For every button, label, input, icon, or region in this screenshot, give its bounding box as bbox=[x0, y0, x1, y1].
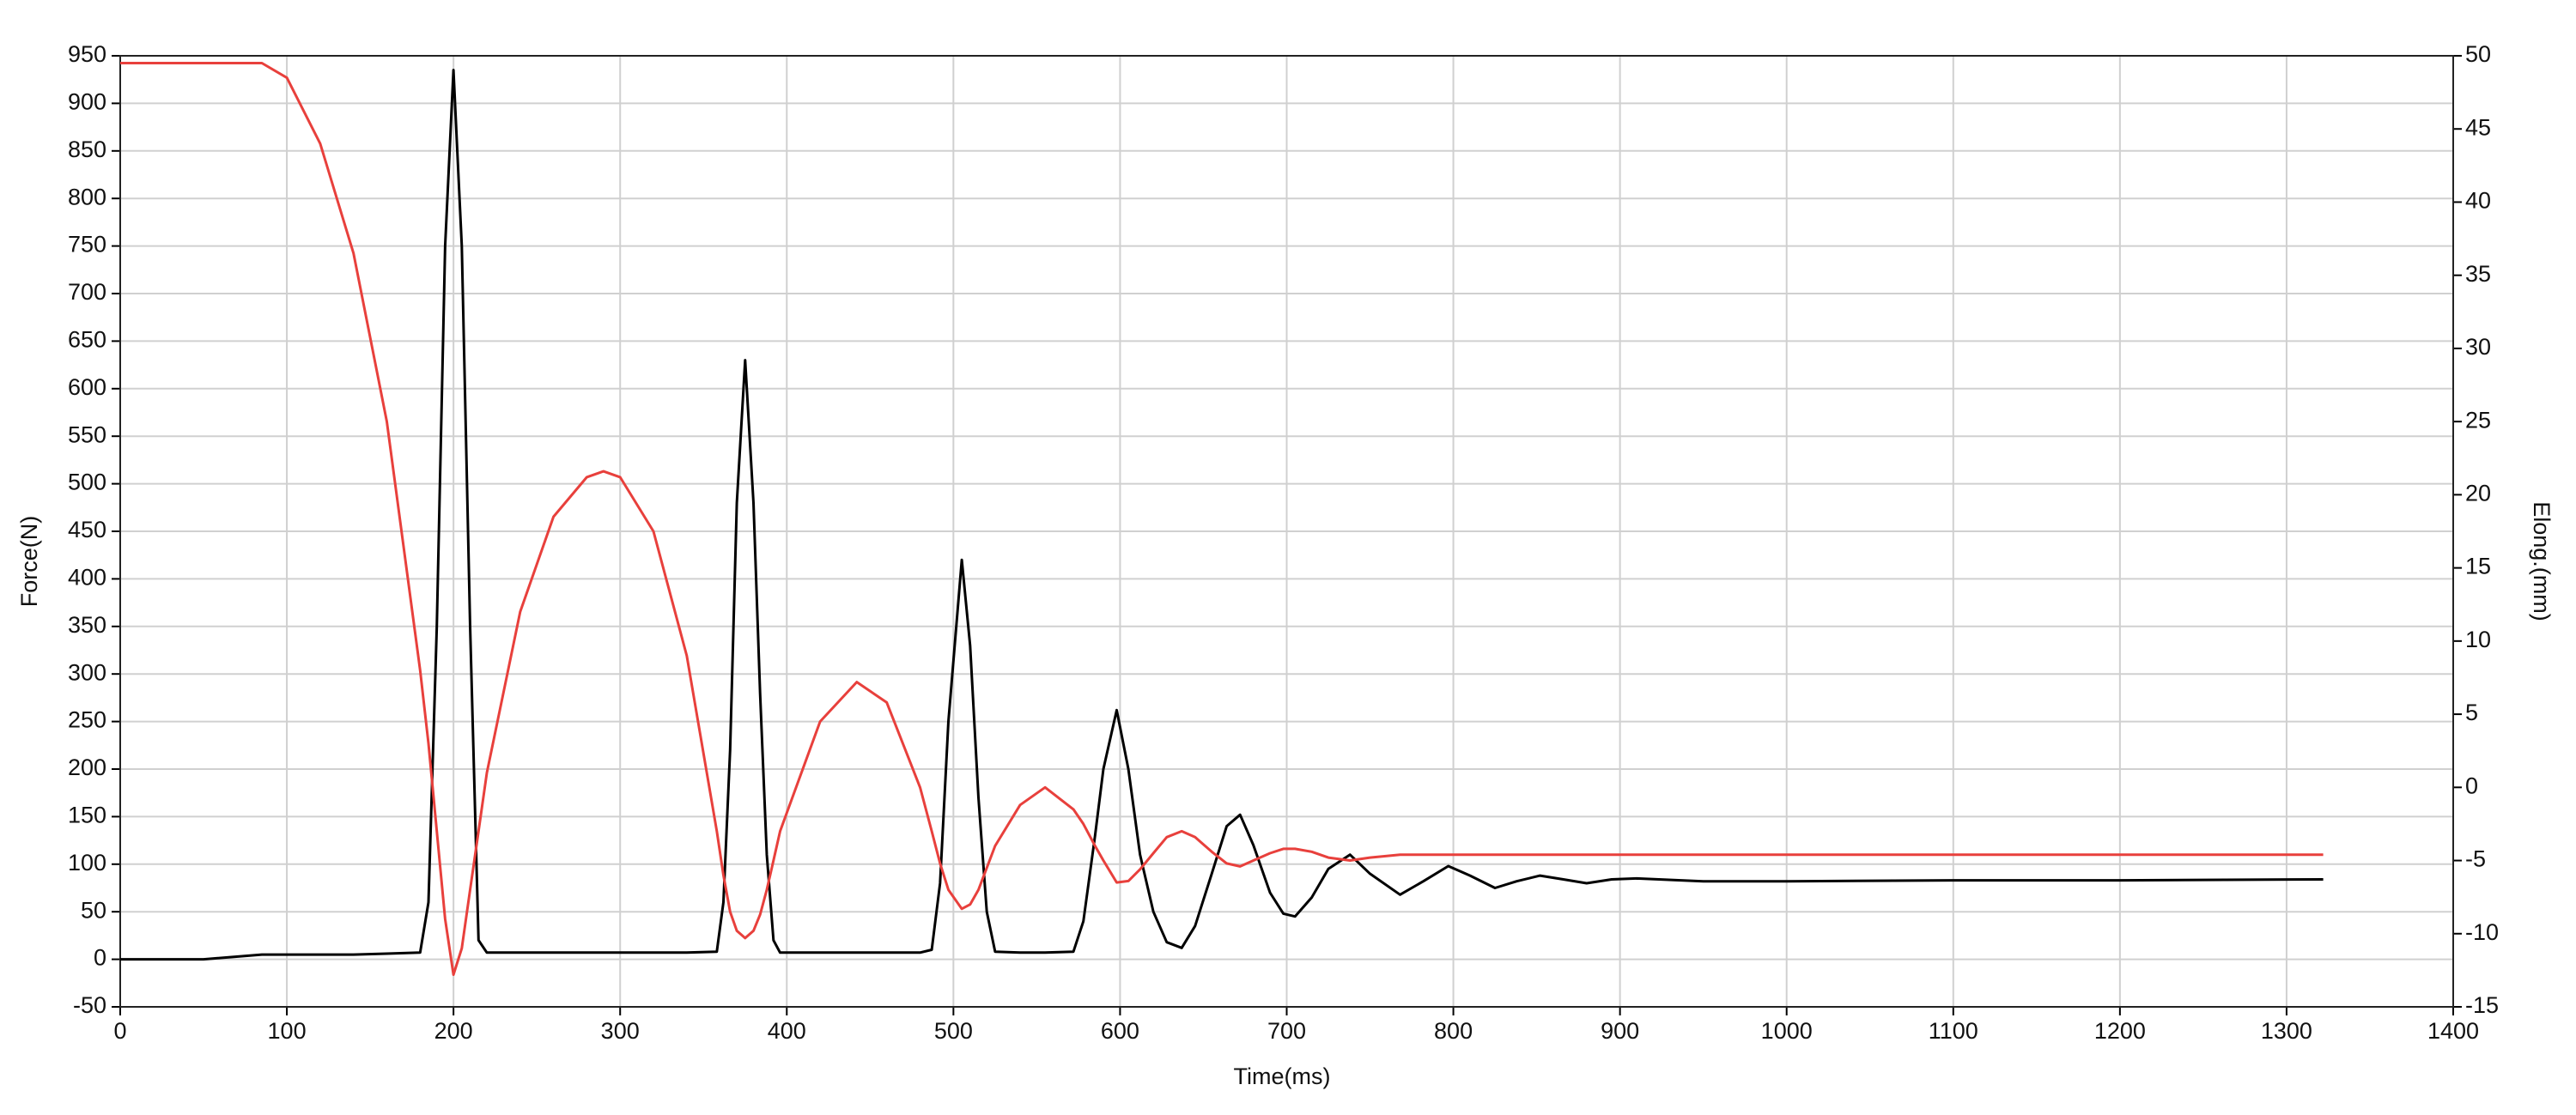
y-tick-label: 450 bbox=[68, 517, 106, 542]
y2-tick-label: 50 bbox=[2465, 41, 2491, 67]
x-tick-label: 1200 bbox=[2094, 1018, 2146, 1044]
x-tick-label: 300 bbox=[601, 1018, 640, 1044]
y-tick-label: 750 bbox=[68, 232, 106, 258]
y2-tick-label: 35 bbox=[2465, 261, 2491, 287]
x-tick-label: 200 bbox=[434, 1018, 473, 1044]
y2-tick-label: 30 bbox=[2465, 334, 2491, 360]
y-tick-label: 550 bbox=[68, 421, 106, 447]
y-axis-title: Force(N) bbox=[16, 516, 42, 608]
y-tick-label: 350 bbox=[68, 612, 106, 638]
x-tick-label: 900 bbox=[1601, 1018, 1639, 1044]
y-tick-label: 650 bbox=[68, 327, 106, 353]
data-line bbox=[120, 62, 2324, 976]
y2-tick-label: 5 bbox=[2465, 700, 2478, 725]
y-tick-label: 950 bbox=[68, 41, 106, 67]
y-tick-label: 400 bbox=[68, 565, 106, 591]
y2-tick-label: 15 bbox=[2465, 554, 2491, 579]
y2-tick-label: 10 bbox=[2465, 627, 2491, 652]
y-tick-label: 700 bbox=[68, 279, 106, 305]
x-tick-label: 800 bbox=[1434, 1018, 1473, 1044]
x-tick-label: 1300 bbox=[2261, 1018, 2312, 1044]
x-tick-label: 1100 bbox=[1929, 1018, 1978, 1044]
y-tick-label: 800 bbox=[68, 184, 106, 209]
x-tick-label: 0 bbox=[113, 1018, 126, 1044]
y2-tick-label: 25 bbox=[2465, 407, 2491, 433]
y-tick-label: 50 bbox=[81, 897, 106, 923]
x-tick-label: 1400 bbox=[2427, 1018, 2479, 1044]
y-tick-label: 250 bbox=[68, 707, 106, 733]
y2-tick-label: 40 bbox=[2465, 188, 2491, 214]
x-tick-label: 500 bbox=[934, 1018, 973, 1044]
y-tick-label: 300 bbox=[68, 659, 106, 685]
y2-tick-label: -10 bbox=[2465, 919, 2499, 945]
y-tick-label: 900 bbox=[68, 89, 106, 115]
y-tick-label: 600 bbox=[68, 374, 106, 400]
y-tick-label: 0 bbox=[94, 945, 106, 971]
x-tick-label: 100 bbox=[268, 1018, 307, 1044]
x-tick-label: 400 bbox=[768, 1018, 806, 1044]
y2-axis-title: Elong.(mm) bbox=[2529, 501, 2555, 621]
x-tick-label: 1000 bbox=[1761, 1018, 1813, 1044]
y2-tick-label: -5 bbox=[2465, 846, 2486, 872]
y-tick-label: 150 bbox=[68, 803, 106, 828]
y2-tick-label: 0 bbox=[2465, 773, 2478, 798]
y-tick-label: 200 bbox=[68, 754, 106, 780]
y2-tick-label: 20 bbox=[2465, 481, 2491, 506]
plot-frame bbox=[119, 55, 2454, 1008]
y-tick-label: 500 bbox=[68, 470, 106, 495]
y-tick-label: -50 bbox=[73, 992, 106, 1018]
y2-tick-label: 45 bbox=[2465, 114, 2491, 140]
y-tick-label: 100 bbox=[68, 850, 106, 876]
x-tick-label: 600 bbox=[1101, 1018, 1139, 1044]
x-tick-label: 700 bbox=[1267, 1018, 1306, 1044]
data-line bbox=[120, 69, 2324, 961]
y2-tick-label: -15 bbox=[2465, 992, 2499, 1018]
y-tick-label: 850 bbox=[68, 136, 106, 162]
x-axis-title: Time(ms) bbox=[1234, 1063, 1331, 1089]
